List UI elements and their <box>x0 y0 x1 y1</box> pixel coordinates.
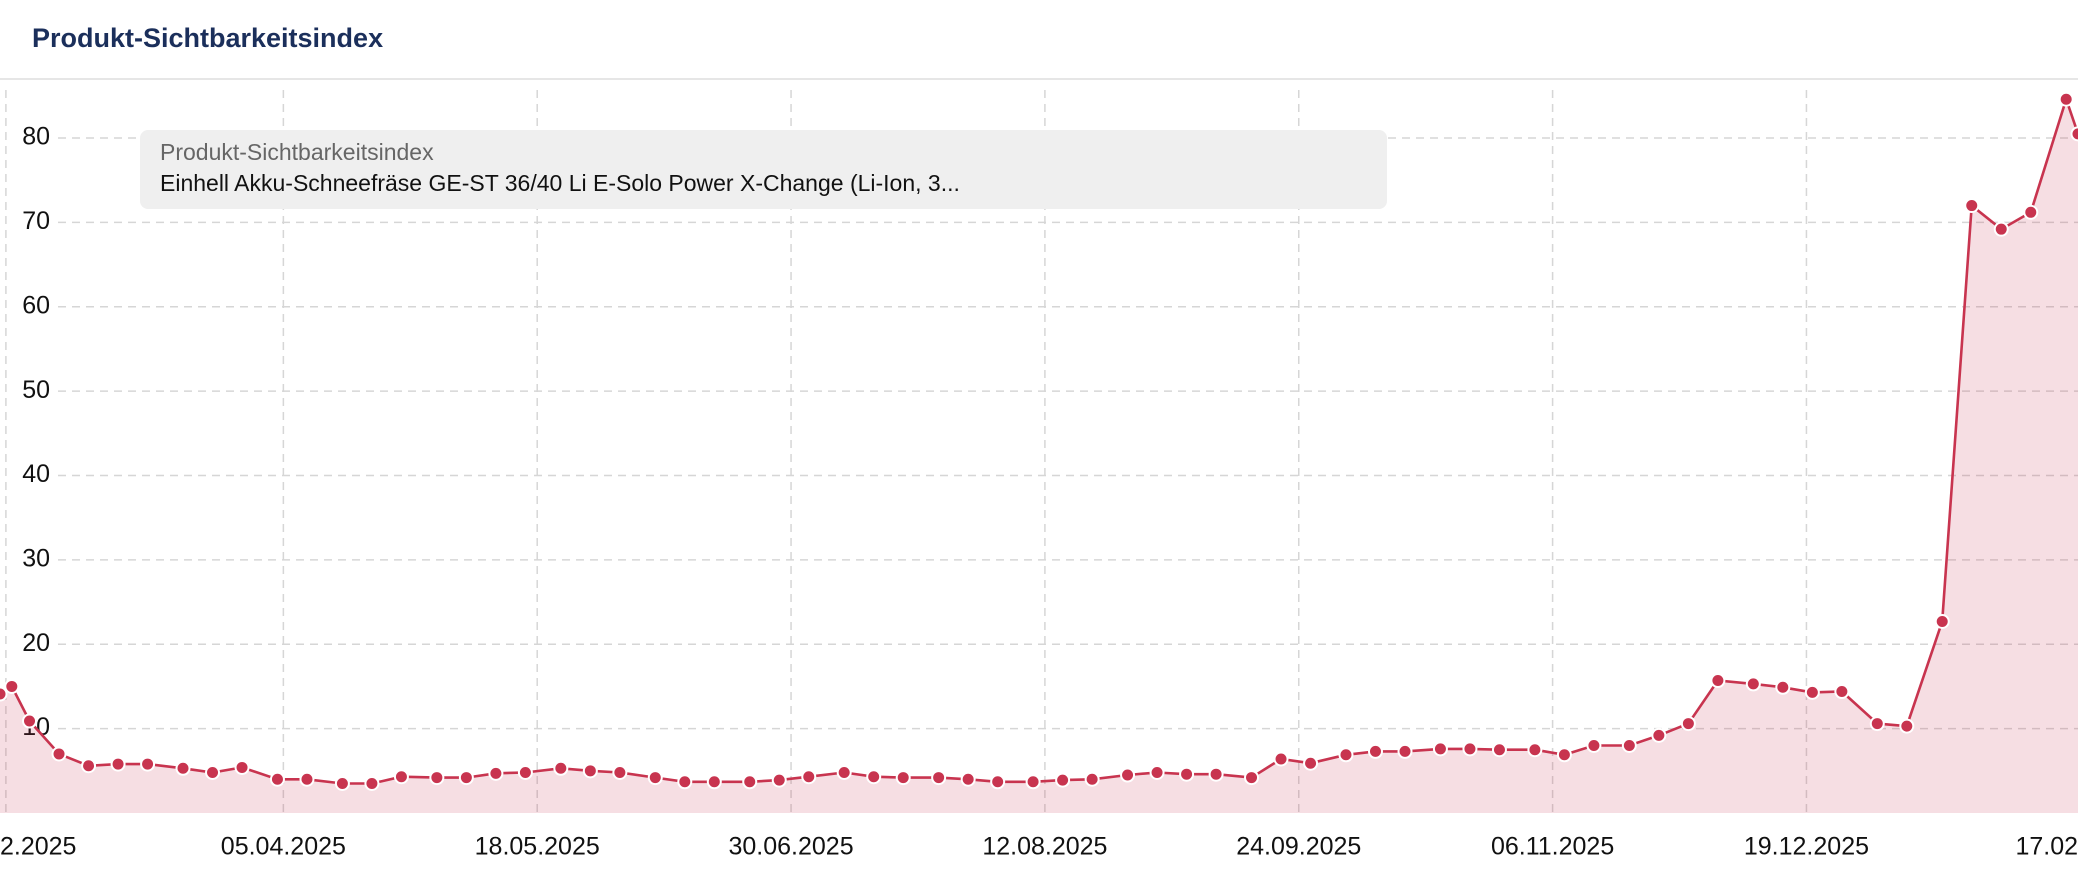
point <box>771 772 787 788</box>
point <box>1934 613 1950 629</box>
y-tick-label: 40 <box>22 460 50 488</box>
x-tick-label: 05.04.2025 <box>221 833 346 861</box>
point <box>931 770 947 786</box>
point <box>1244 770 1260 786</box>
point <box>175 760 191 776</box>
point <box>517 765 533 781</box>
point <box>1993 221 2009 237</box>
x-tick-label: 18.05.2025 <box>475 833 600 861</box>
point <box>110 756 126 772</box>
point <box>1621 738 1637 754</box>
tooltip: Produkt-Sichtbarkeitsindex Einhell Akku-… <box>140 130 1387 209</box>
y-tick-label: 50 <box>22 376 50 404</box>
point <box>742 774 758 790</box>
point <box>1775 679 1791 695</box>
point <box>1556 747 1572 763</box>
point <box>1964 198 1980 214</box>
tooltip-series: Einhell Akku-Schneefräse GE-ST 36/40 Li … <box>160 170 960 196</box>
point <box>582 763 598 779</box>
point <box>1432 741 1448 757</box>
point <box>4 678 20 694</box>
point <box>801 769 817 785</box>
point <box>234 759 250 775</box>
point <box>364 775 380 791</box>
y-tick-label: 30 <box>22 545 50 573</box>
point <box>647 770 663 786</box>
y-tick-label: 80 <box>22 123 50 151</box>
point <box>1367 743 1383 759</box>
point <box>2023 204 2039 220</box>
point <box>140 756 156 772</box>
point <box>1149 765 1165 781</box>
tooltip-box <box>140 130 1387 209</box>
point <box>1120 767 1136 783</box>
point <box>488 765 504 781</box>
point <box>1804 684 1820 700</box>
point <box>81 758 97 774</box>
point <box>1303 755 1319 771</box>
point <box>1273 751 1289 767</box>
point <box>269 771 285 787</box>
point <box>990 774 1006 790</box>
point <box>866 769 882 785</box>
x-tick-label: 19.12.2025 <box>1744 833 1869 861</box>
y-tick-label: 60 <box>22 291 50 319</box>
area <box>0 99 2078 813</box>
tooltip-title: Produkt-Sichtbarkeitsindex <box>160 139 434 165</box>
header <box>0 0 2078 79</box>
point <box>553 760 569 776</box>
point <box>1338 747 1354 763</box>
point <box>677 774 693 790</box>
point <box>1869 716 1885 732</box>
point <box>706 774 722 790</box>
point <box>1491 742 1507 758</box>
x-tick-label: 06.11.2025 <box>1491 833 1614 861</box>
point <box>458 770 474 786</box>
x-tick-label: 17.02 <box>2015 833 2078 861</box>
chart-title: Produkt-Sichtbarkeitsindex <box>32 23 383 53</box>
point <box>205 765 221 781</box>
point <box>1025 774 1041 790</box>
point <box>1586 738 1602 754</box>
point <box>393 769 409 785</box>
point <box>1899 718 1915 734</box>
point <box>836 765 852 781</box>
point <box>1055 772 1071 788</box>
point <box>1462 741 1478 757</box>
x-tick-label: 12.08.2025 <box>982 833 1107 861</box>
point <box>895 770 911 786</box>
x-tick-label: 24.09.2025 <box>1236 833 1361 861</box>
point <box>1397 743 1413 759</box>
y-tick-label: 70 <box>22 207 50 235</box>
point <box>1834 684 1850 700</box>
point <box>1084 771 1100 787</box>
point <box>51 746 67 762</box>
point <box>1680 716 1696 732</box>
point <box>1208 766 1224 782</box>
point <box>2058 91 2074 107</box>
point <box>1527 742 1543 758</box>
point <box>1179 766 1195 782</box>
point <box>429 770 445 786</box>
point <box>1745 676 1761 692</box>
x-tick-label: 2.2025 <box>0 833 76 861</box>
point <box>334 775 350 791</box>
point <box>0 686 8 702</box>
point <box>1651 727 1667 743</box>
point <box>612 765 628 781</box>
point <box>299 771 315 787</box>
point <box>960 771 976 787</box>
y-tick-label: 20 <box>22 629 50 657</box>
point <box>22 713 38 729</box>
point <box>1710 673 1726 689</box>
x-tick-label: 30.06.2025 <box>728 833 853 861</box>
point <box>2070 126 2078 142</box>
